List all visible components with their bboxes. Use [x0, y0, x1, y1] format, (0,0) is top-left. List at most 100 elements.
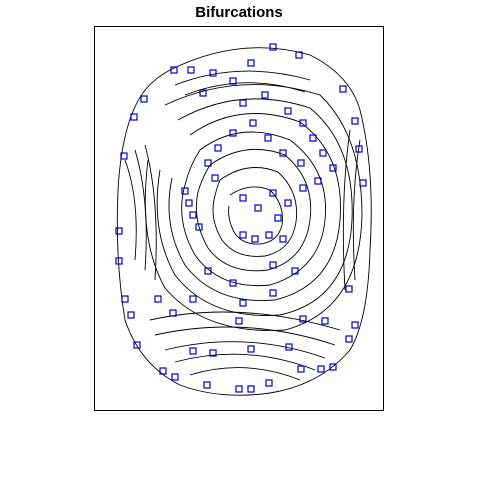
bifurcation-marker: [121, 295, 129, 303]
bifurcation-marker: [130, 113, 138, 121]
ridge-top: [184, 82, 306, 96]
bifurcation-marker: [211, 174, 219, 182]
bifurcation-marker: [209, 69, 217, 77]
ridge-loop: [228, 186, 283, 245]
bifurcation-marker: [279, 149, 287, 157]
bifurcation-marker: [345, 335, 353, 343]
axes-frame: [94, 26, 384, 411]
bifurcation-marker: [269, 189, 277, 197]
bifurcation-marker: [321, 317, 329, 325]
bifurcation-marker: [170, 66, 178, 74]
bifurcation-marker: [264, 134, 272, 142]
bifurcation-marker: [251, 235, 259, 243]
bifurcation-marker: [309, 134, 317, 142]
bifurcation-marker: [299, 184, 307, 192]
bifurcation-marker: [115, 257, 123, 265]
bifurcation-marker: [169, 309, 177, 317]
bifurcation-marker: [229, 129, 237, 137]
bifurcation-marker: [297, 159, 305, 167]
bifurcation-marker: [239, 194, 247, 202]
bifurcation-marker: [115, 227, 123, 235]
fingerprint-ridges: [116, 47, 372, 396]
ridge-arch: [189, 367, 301, 381]
ridge-loop: [168, 113, 341, 301]
bifurcation-marker: [295, 51, 303, 59]
bifurcation-marker: [203, 381, 211, 389]
bifurcation-marker: [235, 317, 243, 325]
bifurcation-marker: [351, 321, 359, 329]
ridge-side: [342, 129, 351, 291]
bifurcation-marker: [355, 145, 363, 153]
bifurcation-marker: [265, 231, 273, 239]
bifurcation-marker: [285, 343, 293, 351]
bifurcation-marker: [185, 199, 193, 207]
bifurcation-marker: [209, 349, 217, 357]
ridge-outline: [116, 47, 372, 396]
bifurcation-marker: [247, 345, 255, 353]
bifurcation-marker: [247, 385, 255, 393]
bifurcation-marker: [279, 235, 287, 243]
bifurcation-marker: [339, 85, 347, 93]
bifurcation-marker: [229, 77, 237, 85]
bifurcation-marker: [249, 119, 257, 127]
bifurcation-marker: [235, 385, 243, 393]
ridge-loop: [181, 131, 326, 287]
bifurcation-marker: [140, 95, 148, 103]
ridge-side: [134, 149, 147, 271]
bifurcation-marker: [314, 177, 322, 185]
bifurcation-marker: [181, 187, 189, 195]
bifurcation-marker: [269, 43, 277, 51]
bifurcation-markers: [115, 43, 367, 393]
bifurcation-marker: [269, 289, 277, 297]
bifurcation-marker: [284, 199, 292, 207]
bifurcation-marker: [351, 117, 359, 125]
bifurcation-marker: [171, 373, 179, 381]
ridge-loop: [212, 167, 298, 257]
ridge-loop: [195, 148, 312, 272]
bifurcation-marker: [189, 347, 197, 355]
bifurcation-marker: [189, 295, 197, 303]
ridge-loop: [156, 98, 353, 316]
bifurcation-marker: [239, 231, 247, 239]
ridge-top: [174, 70, 311, 86]
bifurcation-marker: [204, 267, 212, 275]
bifurcation-marker: [229, 279, 237, 287]
ridge-side: [144, 144, 157, 281]
bifurcation-marker: [299, 119, 307, 127]
ridge-arch: [164, 341, 326, 359]
bifurcation-marker: [204, 159, 212, 167]
bifurcation-marker: [189, 211, 197, 219]
bifurcation-marker: [274, 214, 282, 222]
bifurcation-marker: [127, 311, 135, 319]
bifurcation-marker: [299, 315, 307, 323]
ridge-side: [124, 159, 137, 261]
bifurcation-marker: [317, 365, 325, 373]
bifurcation-marker: [247, 59, 255, 67]
bifurcation-marker: [239, 99, 247, 107]
bifurcation-marker: [187, 66, 195, 74]
bifurcation-marker: [133, 341, 141, 349]
bifurcation-marker: [261, 91, 269, 99]
bifurcation-marker: [297, 365, 305, 373]
bifurcation-marker: [254, 204, 262, 212]
bifurcation-marker: [359, 179, 367, 187]
bifurcation-marker: [239, 299, 247, 307]
bifurcation-marker: [329, 164, 337, 172]
bifurcation-marker: [265, 379, 273, 387]
bifurcation-marker: [199, 89, 207, 97]
bifurcation-marker: [269, 261, 277, 269]
bifurcation-marker: [319, 149, 327, 157]
ridge-arch: [154, 326, 336, 346]
bifurcation-marker: [159, 367, 167, 375]
bifurcation-marker: [291, 267, 299, 275]
ridge-side: [352, 139, 361, 281]
bifurcation-marker: [195, 223, 203, 231]
bifurcation-marker: [329, 363, 337, 371]
plot-title: Bifurcations: [195, 4, 283, 21]
bifurcation-marker: [284, 107, 292, 115]
bifurcation-marker: [214, 144, 222, 152]
bifurcation-marker: [345, 285, 353, 293]
bifurcation-marker: [120, 152, 128, 160]
